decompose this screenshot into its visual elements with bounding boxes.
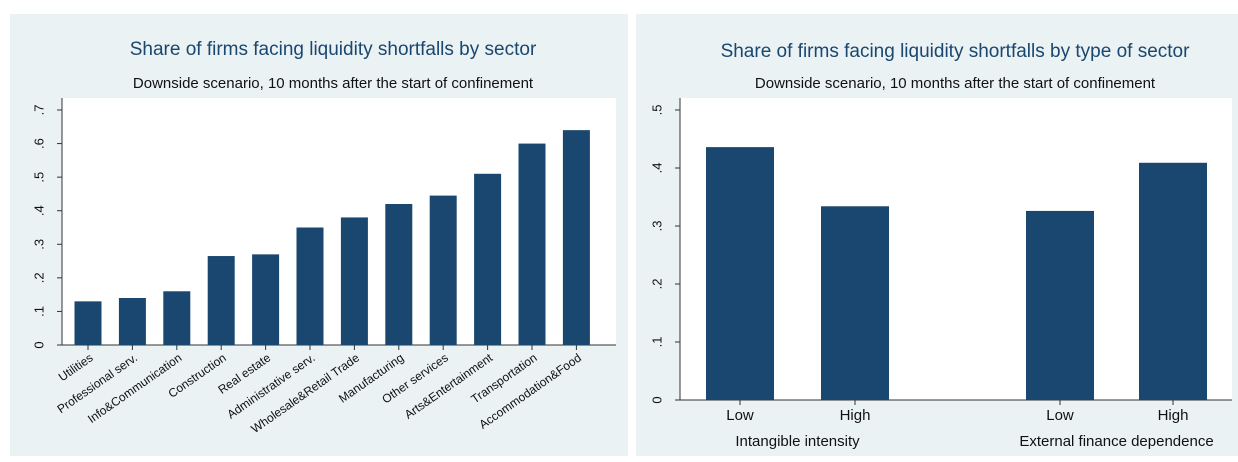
chart-subtitle: Downside scenario, 10 months after the s… — [133, 75, 534, 92]
y-tick-label: .1 — [31, 306, 46, 317]
y-tick-label: .6 — [31, 138, 46, 149]
bar — [821, 206, 889, 400]
y-tick-label: 0 — [649, 396, 664, 403]
y-tick-label: .5 — [649, 105, 664, 116]
bar — [340, 217, 368, 345]
bar — [118, 298, 146, 345]
y-tick-label: .2 — [649, 279, 664, 290]
y-tick-label: .3 — [649, 221, 664, 232]
group-label: External finance dependence — [1019, 433, 1213, 450]
x-tick-label: Low — [1046, 407, 1074, 424]
bar — [1139, 162, 1207, 400]
x-tick-label: Low — [726, 407, 754, 424]
y-tick-label: .1 — [649, 337, 664, 348]
bar — [207, 256, 235, 345]
x-tick-label: High — [840, 407, 871, 424]
bar — [562, 130, 590, 345]
bar — [429, 195, 457, 345]
group-label: Intangible intensity — [735, 433, 860, 450]
bar — [163, 291, 191, 345]
y-tick-label: .7 — [31, 105, 46, 116]
chart-title: Share of firms facing liquidity shortfal… — [130, 39, 537, 60]
y-tick-label: .4 — [649, 163, 664, 174]
bar — [518, 143, 546, 345]
bar — [385, 204, 413, 345]
y-tick-label: .4 — [31, 205, 46, 216]
bar — [74, 301, 102, 345]
y-tick-label: 0 — [31, 341, 46, 348]
y-tick-label: .5 — [31, 172, 46, 183]
y-tick-label: .3 — [31, 239, 46, 250]
bar — [252, 254, 280, 345]
bar — [296, 227, 324, 345]
chart-title: Share of firms facing liquidity shortfal… — [721, 41, 1191, 62]
bar — [1026, 210, 1094, 400]
x-tick-label: High — [1158, 407, 1189, 424]
chart-subtitle: Downside scenario, 10 months after the s… — [755, 75, 1156, 92]
bar — [474, 173, 502, 345]
y-tick-label: .2 — [31, 272, 46, 283]
bar — [706, 147, 774, 400]
